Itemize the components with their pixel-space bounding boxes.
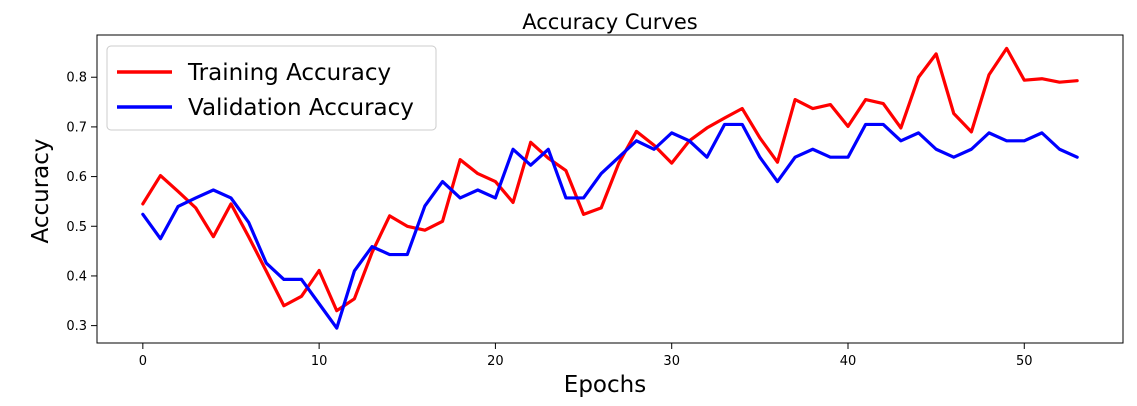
legend-label-training: Training Accuracy	[187, 60, 391, 86]
series-layer	[141, 46, 1079, 330]
x-tick-label: 40	[840, 354, 857, 369]
y-tick-label: 0.3	[66, 319, 87, 334]
y-tick-label: 0.5	[66, 220, 87, 235]
y-tick-label: 0.4	[66, 269, 87, 284]
legend: Training Accuracy Validation Accuracy	[106, 45, 437, 131]
y-axis-label: Accuracy	[28, 138, 54, 243]
x-tick-label: 10	[311, 354, 328, 369]
legend-label-validation: Validation Accuracy	[188, 95, 414, 121]
legend-box	[106, 45, 437, 131]
y-axis-ticks: 0.3 0.4 0.5 0.6 0.7 0.8	[66, 71, 97, 334]
y-tick-label: 0.6	[66, 170, 87, 185]
x-tick-label: 30	[663, 354, 680, 369]
x-tick-label: 50	[1016, 354, 1033, 369]
x-axis-label: Epochs	[564, 372, 646, 398]
chart-title: Accuracy Curves	[522, 10, 697, 34]
x-tick-label: 20	[487, 354, 504, 369]
x-axis-ticks: 0 10 20 30 40 50	[139, 343, 1033, 369]
x-tick-label: 0	[139, 354, 147, 369]
y-tick-label: 0.8	[66, 71, 87, 86]
series-line-training-accuracy	[141, 46, 1079, 313]
series-line-validation-accuracy	[141, 122, 1079, 330]
y-tick-label: 0.7	[66, 120, 87, 135]
plot-frame	[96, 34, 1124, 344]
